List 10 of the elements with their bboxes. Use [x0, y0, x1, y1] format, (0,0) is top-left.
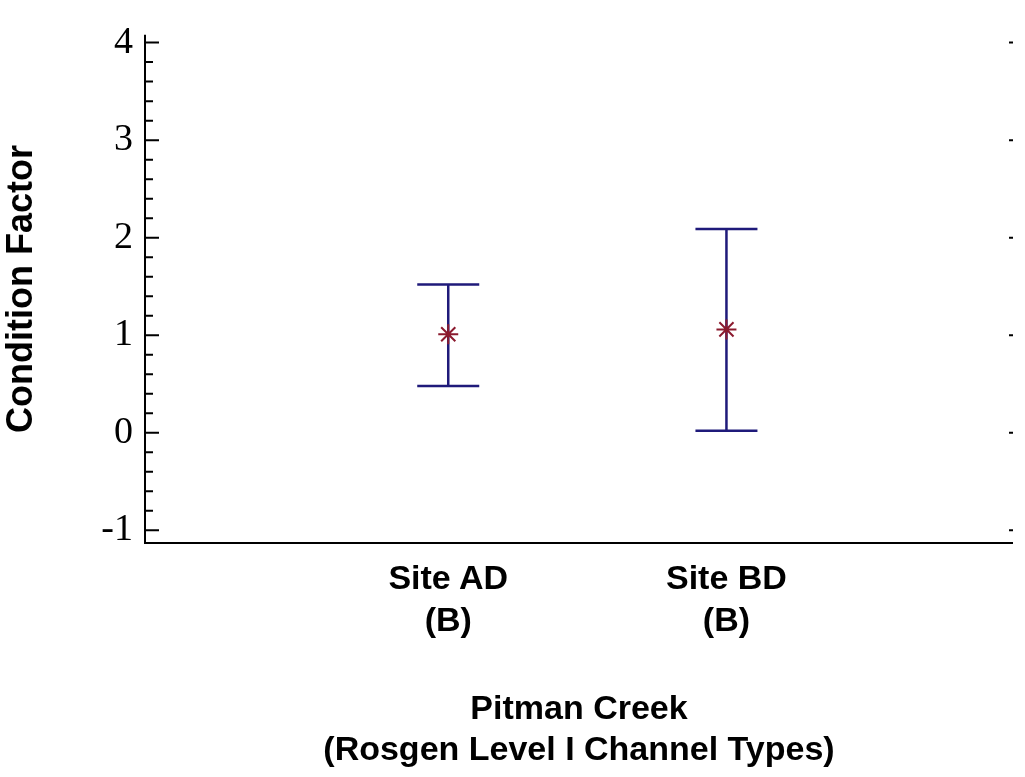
y-tick-label: 0: [114, 408, 133, 451]
x-tick-label: Site BD (B): [665, 558, 787, 639]
y-tick-label: 2: [114, 213, 133, 256]
y-tick-label: 3: [114, 116, 133, 159]
y-tick-label: 1: [114, 311, 133, 354]
x-tick-label: Site AD (B): [388, 558, 509, 639]
x-axis-title: Pitman Creek (Rosgen Level I Channel Types): [323, 688, 835, 767]
y-tick-label: -1: [101, 506, 133, 549]
y-tick-label: 4: [114, 18, 133, 61]
y-axis-title: Condition Factor: [0, 144, 40, 433]
